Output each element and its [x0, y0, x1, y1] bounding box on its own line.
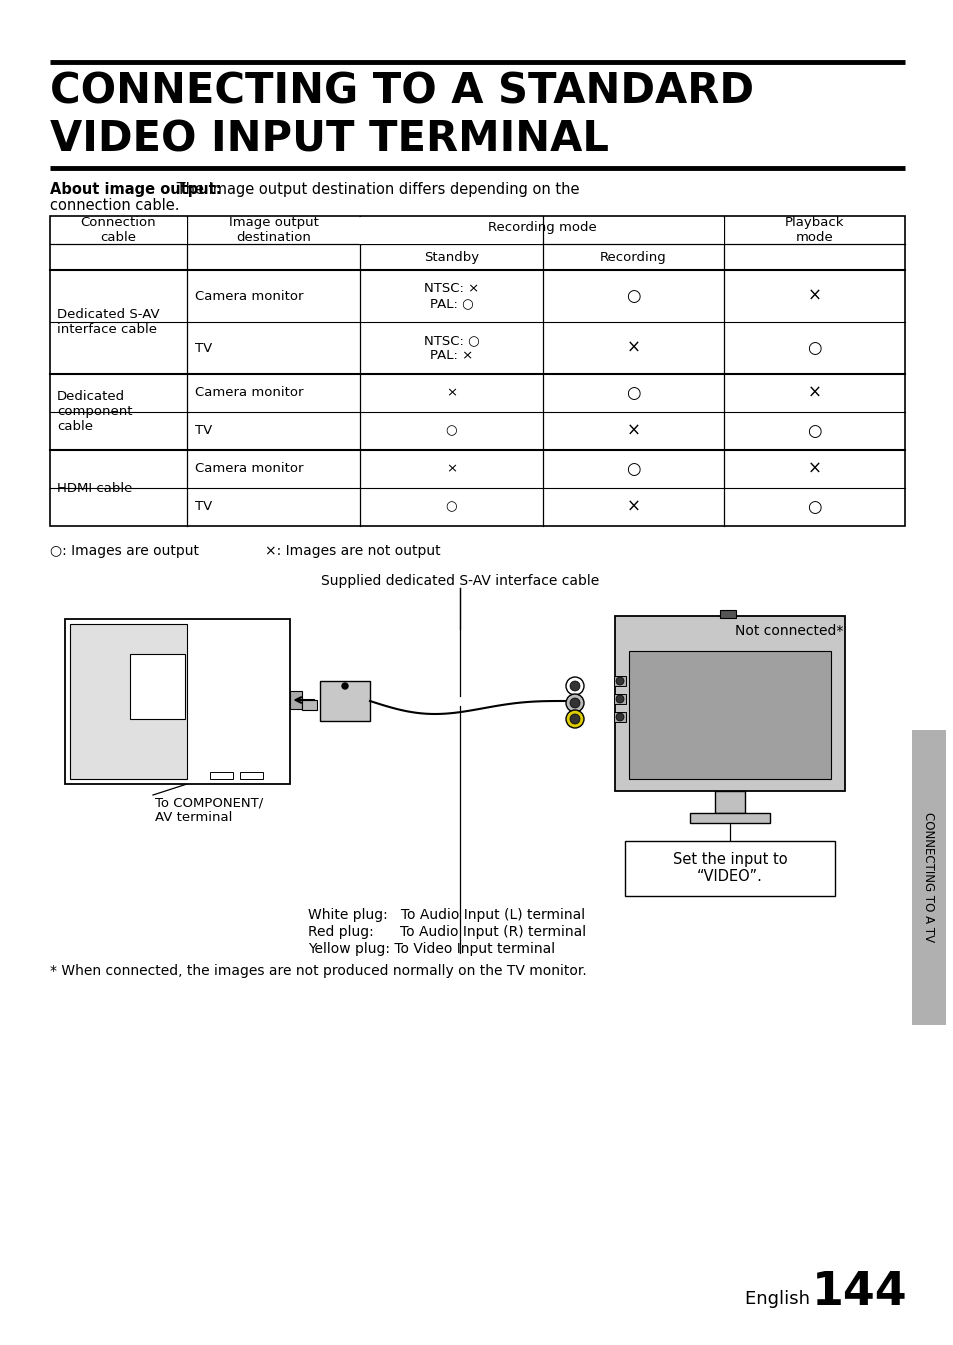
Circle shape [569, 681, 579, 691]
Text: ○: ○ [625, 460, 640, 477]
Text: Connection
cable: Connection cable [81, 217, 156, 243]
Text: NTSC: ○
PAL: ×: NTSC: ○ PAL: × [423, 334, 478, 362]
Bar [614, 712, 625, 722]
Text: The image output destination differs depending on the: The image output destination differs dep… [172, 182, 578, 196]
Bar [290, 691, 302, 709]
Text: NTSC: ×
PAL: ○: NTSC: × PAL: ○ [423, 282, 478, 309]
Text: About image output:: About image output: [50, 182, 221, 196]
Circle shape [565, 694, 583, 712]
Text: Dedicated
component
cable: Dedicated component cable [57, 390, 132, 433]
Bar [689, 812, 769, 823]
Text: ×: × [807, 385, 821, 402]
Text: ○: ○ [625, 286, 640, 305]
Text: ×: × [807, 286, 821, 305]
Bar [360, 217, 542, 243]
Text: ×: × [626, 339, 639, 356]
Text: connection cable.: connection cable. [50, 198, 179, 213]
Text: Camera monitor: Camera monitor [194, 386, 303, 399]
Bar [628, 651, 830, 779]
Circle shape [616, 677, 623, 685]
Circle shape [565, 677, 583, 695]
Bar [70, 624, 187, 779]
Text: TV: TV [194, 425, 212, 437]
Bar [65, 619, 290, 784]
Circle shape [565, 710, 583, 728]
Text: ○: ○ [625, 385, 640, 402]
Text: ×: Images are not output: ×: Images are not output [265, 543, 440, 558]
Text: HDMI cable: HDMI cable [57, 482, 132, 495]
Bar [302, 699, 316, 710]
Bar [319, 681, 370, 721]
Bar [614, 694, 625, 703]
Bar [624, 841, 834, 896]
Text: TV: TV [194, 342, 212, 355]
Bar [614, 677, 625, 686]
Circle shape [569, 714, 579, 724]
Bar [720, 611, 735, 617]
Bar [240, 772, 263, 779]
Text: TV: TV [194, 500, 212, 514]
Text: Playback
mode: Playback mode [784, 217, 843, 243]
Circle shape [569, 698, 579, 707]
Bar [911, 730, 945, 1025]
Text: CONNECTING TO A STANDARD: CONNECTING TO A STANDARD [50, 70, 753, 112]
Text: 144: 144 [811, 1270, 906, 1315]
Text: ○: ○ [806, 339, 821, 356]
Circle shape [341, 683, 348, 689]
Text: Set the input to
“VIDEO”.: Set the input to “VIDEO”. [672, 851, 786, 884]
Bar [130, 654, 185, 720]
Text: Dedicated S-AV
interface cable: Dedicated S-AV interface cable [57, 308, 159, 336]
Text: Yellow plug: To Video Input terminal: Yellow plug: To Video Input terminal [308, 941, 555, 956]
Text: Recording: Recording [599, 250, 666, 264]
Text: VIDEO INPUT TERMINAL: VIDEO INPUT TERMINAL [50, 118, 608, 160]
Text: ○: Images are output: ○: Images are output [50, 543, 199, 558]
Circle shape [616, 713, 623, 721]
Text: English: English [744, 1290, 815, 1307]
Text: CONNECTING TO A TV: CONNECTING TO A TV [922, 812, 935, 942]
Text: Camera monitor: Camera monitor [194, 463, 303, 476]
Text: ×: × [807, 460, 821, 477]
Text: ○: ○ [445, 500, 456, 514]
Bar [359, 218, 360, 243]
Text: To COMPONENT/
AV terminal: To COMPONENT/ AV terminal [154, 796, 263, 824]
Text: ○: ○ [806, 422, 821, 440]
Text: Red plug:      To Audio Input (R) terminal: Red plug: To Audio Input (R) terminal [308, 925, 585, 939]
Text: Not connected*: Not connected* [734, 624, 842, 638]
Text: Image output
destination: Image output destination [229, 217, 318, 243]
Circle shape [616, 695, 623, 703]
Text: Supplied dedicated S-AV interface cable: Supplied dedicated S-AV interface cable [320, 574, 598, 588]
Text: Camera monitor: Camera monitor [194, 289, 303, 303]
Bar [186, 218, 188, 243]
Text: Standby: Standby [423, 250, 478, 264]
Text: ×: × [445, 386, 456, 399]
Bar [615, 616, 844, 791]
Text: Recording mode: Recording mode [487, 221, 596, 234]
Bar [722, 218, 723, 243]
Text: ○: ○ [806, 498, 821, 516]
Text: ×: × [626, 498, 639, 516]
Text: ×: × [445, 463, 456, 476]
Bar [50, 217, 904, 526]
Text: White plug:   To Audio Input (L) terminal: White plug: To Audio Input (L) terminal [308, 908, 584, 923]
Text: ○: ○ [445, 425, 456, 437]
Text: ×: × [626, 422, 639, 440]
Bar [210, 772, 233, 779]
Text: * When connected, the images are not produced normally on the TV monitor.: * When connected, the images are not pro… [50, 964, 586, 978]
Bar [714, 791, 744, 812]
